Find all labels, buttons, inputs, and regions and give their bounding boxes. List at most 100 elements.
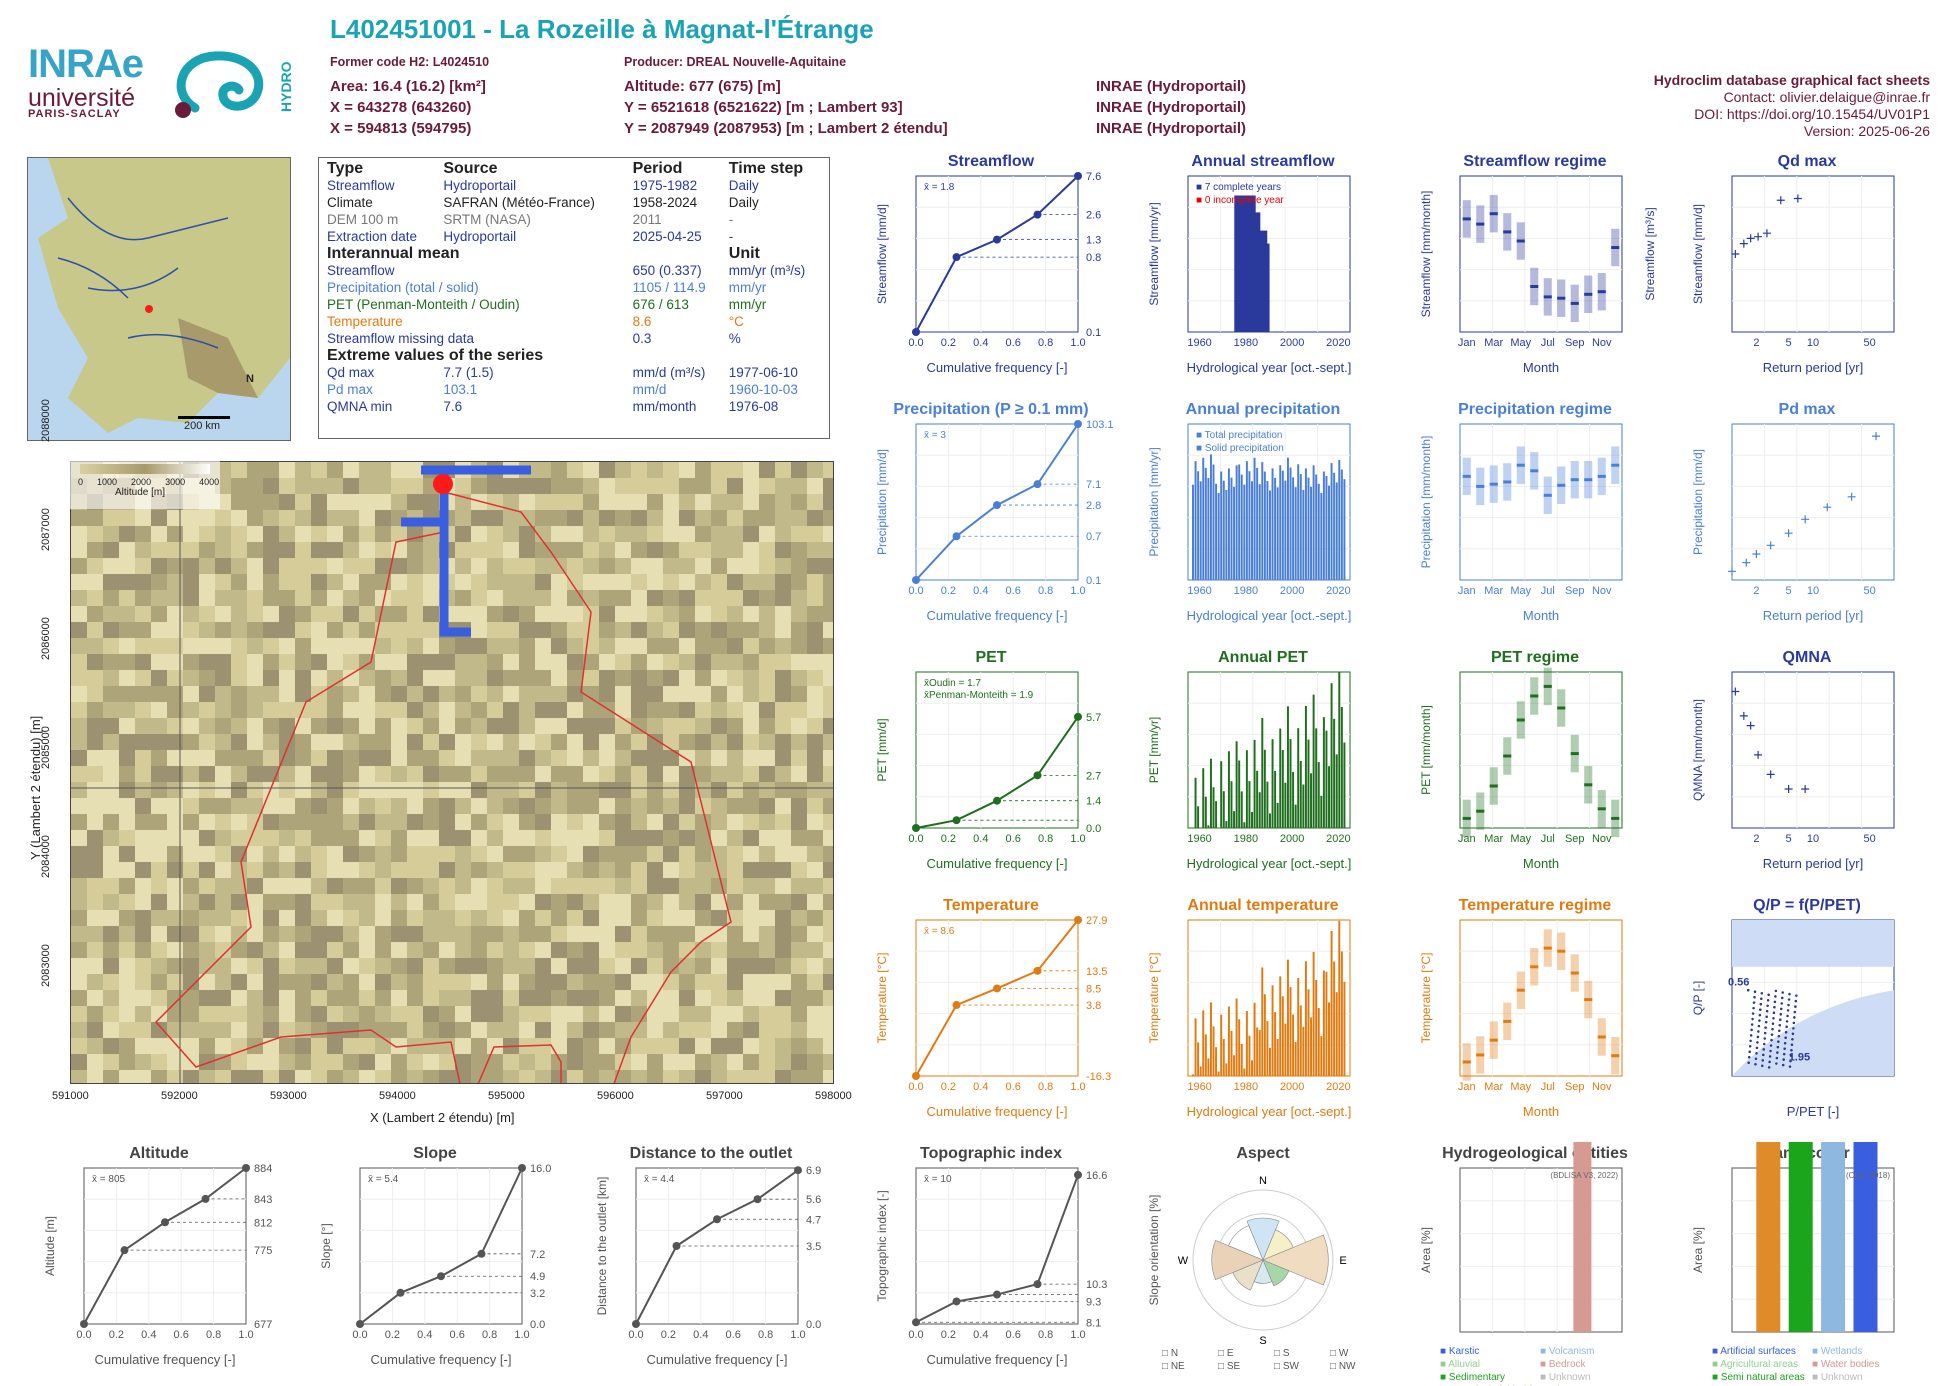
- dem-cell: [727, 606, 743, 622]
- dem-cell: [599, 638, 615, 654]
- x-tick: 1.0: [790, 1329, 805, 1341]
- bar: [1330, 463, 1333, 580]
- dem-cell: [615, 718, 631, 734]
- dem-cell: [295, 894, 311, 910]
- data-point: [1767, 993, 1770, 997]
- bar: [1853, 1142, 1878, 1332]
- dem-cell: [135, 574, 151, 590]
- dem-cell: [391, 958, 407, 974]
- bar: [1235, 465, 1238, 580]
- data-point: [1766, 999, 1770, 1002]
- dem-cell: [407, 574, 423, 590]
- dem-cell: [487, 606, 503, 622]
- dem-cell: [823, 1070, 833, 1083]
- dem-cell: [103, 782, 119, 798]
- dem-cell: [279, 798, 295, 814]
- dem-cell: [103, 894, 119, 910]
- dem-cell: [791, 734, 807, 750]
- bar: [1251, 811, 1253, 828]
- doi[interactable]: DOI: https://doi.org/10.15454/UV01P1: [1694, 106, 1930, 122]
- right-tick: 2.7: [1086, 770, 1101, 782]
- dem-cell: [695, 510, 711, 526]
- dem-cell: [247, 478, 263, 494]
- dem-cell: [87, 814, 103, 830]
- dem-cell: [615, 798, 631, 814]
- dem-cell: [775, 590, 791, 606]
- bar: [1235, 741, 1238, 828]
- dem-cell: [743, 1022, 759, 1038]
- dem-cell: [599, 718, 615, 734]
- dem-cell: [695, 894, 711, 910]
- dem-cell: [791, 750, 807, 766]
- dem-cell: [327, 1038, 343, 1054]
- dem-cell: [343, 686, 359, 702]
- dem-cell: [375, 558, 391, 574]
- bar: [1343, 742, 1346, 828]
- dem-cell: [407, 798, 423, 814]
- data-point: [1765, 1010, 1769, 1013]
- dem-cell: [71, 670, 87, 686]
- dem-cell: [791, 638, 807, 654]
- dem-cell: [167, 606, 183, 622]
- dem-cell: [583, 718, 599, 734]
- dem-cell: [343, 526, 359, 542]
- dem-cell: [535, 638, 551, 654]
- bar: [1328, 1002, 1330, 1076]
- dem-cell: [535, 846, 551, 862]
- dem-cell: [807, 510, 823, 526]
- dem-cell: [295, 814, 311, 830]
- dem-cell: [759, 734, 775, 750]
- dem-cell: [631, 862, 647, 878]
- dem-cell: [679, 574, 695, 590]
- x-tick: Mar: [1484, 337, 1503, 349]
- mean-label: x̄Oudin = 1.7: [924, 678, 981, 689]
- dem-cell: [311, 894, 327, 910]
- dem-cell: [487, 990, 503, 1006]
- dem-cell: [423, 878, 439, 894]
- dem-cell: [583, 1022, 599, 1038]
- dem-cell: [775, 830, 791, 846]
- bar: [1253, 1002, 1256, 1076]
- dem-cell: [519, 894, 535, 910]
- dem-cell: [647, 574, 663, 590]
- right-tick: 5.6: [806, 1194, 821, 1206]
- dem-cell: [775, 734, 791, 750]
- dem-cell: [119, 766, 135, 782]
- dem-cell: [151, 686, 167, 702]
- dem-cell: [183, 974, 199, 990]
- dem-cell: [743, 734, 759, 750]
- dem-cell: [503, 990, 519, 1006]
- dem-cell: [775, 526, 791, 542]
- right-tick: 0.1: [1086, 575, 1101, 587]
- dem-cell: [151, 894, 167, 910]
- dem-cell: [551, 622, 567, 638]
- dem-cell: [487, 878, 503, 894]
- dem-cell: [471, 798, 487, 814]
- dem-cell: [503, 670, 519, 686]
- dem-cell: [727, 494, 743, 510]
- dem-cell: [503, 542, 519, 558]
- dem-cell: [551, 510, 567, 526]
- dem-cell: [503, 510, 519, 526]
- dem-cell: [823, 926, 833, 942]
- dem-cell: [231, 558, 247, 574]
- dem-cell: [311, 478, 327, 494]
- dem-cell: [551, 638, 567, 654]
- dem-cell: [631, 670, 647, 686]
- data-point: [1754, 750, 1763, 759]
- dem-cell: [375, 670, 391, 686]
- dem-cell: [343, 958, 359, 974]
- dem-cell: [199, 590, 215, 606]
- bar: [1240, 1043, 1243, 1076]
- dem-cell: [711, 958, 727, 974]
- dem-cell: [647, 1054, 663, 1070]
- dem-cell: [103, 814, 119, 830]
- dem-cell: [167, 846, 183, 862]
- dem-cell: [279, 670, 295, 686]
- plot-frame: [1459, 175, 1623, 333]
- dem-cell: [295, 830, 311, 846]
- dem-cell: [359, 526, 375, 542]
- contact[interactable]: Contact: olivier.delaigue@inrae.fr: [1723, 89, 1930, 105]
- dem-cell: [87, 910, 103, 926]
- dem-cell: [823, 478, 833, 494]
